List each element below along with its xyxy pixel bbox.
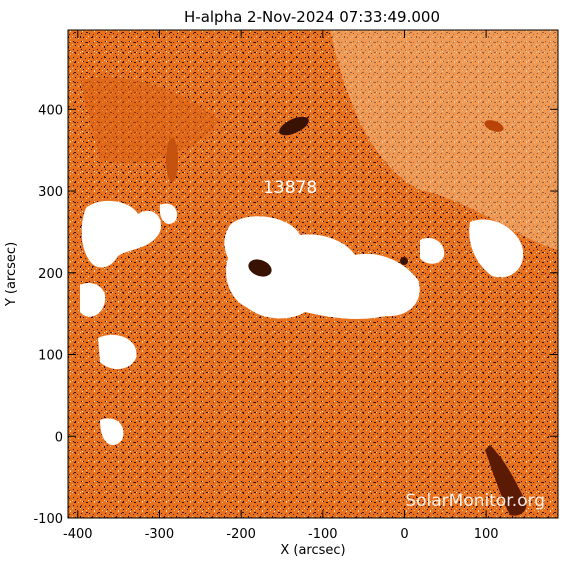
y-tick-label: -100 (33, 512, 63, 527)
y-tick-label: 100 (38, 349, 63, 364)
x-axis-label: X (arcsec) (280, 543, 345, 558)
x-axis: -400 -300 -200 -100 0 100 (63, 30, 499, 542)
y-axis-label: Y (arcsec) (4, 242, 19, 307)
plage-regions (80, 200, 524, 446)
dark-features (166, 116, 527, 516)
y-tick-label: 400 (38, 103, 63, 118)
y-tick-label: 0 (55, 430, 63, 445)
y-tick-label: 200 (38, 267, 63, 282)
figure-title: H-alpha 2-Nov-2024 07:33:49.000 (184, 8, 440, 26)
halpha-image (68, 30, 558, 518)
x-tick-label: -200 (226, 527, 256, 542)
solarmonitor-watermark: SolarMonitor.org (405, 491, 545, 511)
x-tick-label: -300 (145, 527, 175, 542)
x-tick-label: -100 (308, 527, 338, 542)
plot-frame (67, 29, 559, 519)
x-tick-label: -400 (63, 527, 93, 542)
x-tick-label: 100 (474, 527, 499, 542)
y-axis: -100 0 100 200 300 400 (33, 103, 558, 527)
active-region-label: 13878 (263, 178, 317, 198)
y-tick-label: 300 (38, 185, 63, 200)
x-tick-label: 0 (400, 527, 408, 542)
